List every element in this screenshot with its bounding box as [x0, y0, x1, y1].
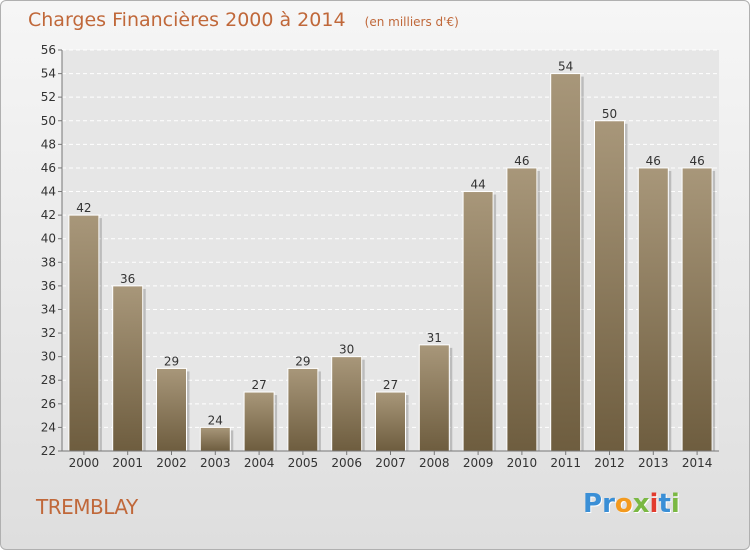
logo-letter: r — [602, 489, 615, 519]
bar-2002[interactable] — [156, 367, 187, 452]
x-tick-label-2010: 2010 — [507, 456, 538, 470]
bar-2004[interactable] — [243, 391, 275, 452]
value-label-2001: 36 — [120, 272, 135, 286]
value-label-2008: 31 — [427, 331, 442, 345]
bar-2010[interactable] — [506, 167, 538, 452]
value-label-2005: 29 — [295, 354, 310, 368]
logo-letter: P — [583, 489, 603, 519]
value-label-2010: 46 — [514, 154, 529, 168]
x-tick-label-2000: 2000 — [69, 456, 100, 470]
y-tick-label: 32 — [41, 326, 56, 340]
x-tick-label-2006: 2006 — [331, 456, 362, 470]
logo-letter: x — [632, 489, 650, 519]
y-tick-label: 22 — [41, 444, 56, 458]
value-label-2014: 46 — [689, 154, 704, 168]
chart-title: Charges Financières 2000 à 2014 — [28, 9, 346, 31]
y-tick-label: 40 — [41, 232, 56, 246]
y-tick-label: 56 — [41, 43, 56, 57]
x-tick-label-2013: 2013 — [638, 456, 669, 470]
proxiti-logo[interactable]: Proxiti — [583, 489, 680, 519]
bar-2014[interactable] — [681, 167, 713, 452]
value-label-2009: 44 — [470, 178, 485, 192]
x-tick-label-2014: 2014 — [682, 456, 713, 470]
value-label-2004: 27 — [251, 378, 266, 392]
logo-letter: t — [658, 489, 671, 519]
y-tick-label: 24 — [41, 420, 56, 434]
x-tick-label-2005: 2005 — [288, 456, 319, 470]
y-tick-label: 54 — [41, 67, 56, 81]
y-tick-label: 48 — [41, 137, 56, 151]
y-tick-label: 38 — [41, 255, 56, 269]
value-label-2011: 54 — [558, 60, 573, 74]
y-tick-label: 28 — [41, 373, 56, 387]
x-tick-label-2004: 2004 — [244, 456, 275, 470]
bar-2001[interactable] — [112, 285, 144, 452]
axis-layer: 22 24 26 28 30 32 34 36 38 40 42 44 46 48 50 52 54 56 2000… — [41, 43, 719, 470]
bar-2000[interactable] — [68, 214, 100, 452]
value-label-2003: 24 — [208, 413, 223, 427]
value-label-2006: 30 — [339, 343, 354, 357]
y-tick-label: 26 — [41, 397, 56, 411]
place-name: TREMBLAY — [36, 495, 138, 519]
y-tick-label: 44 — [41, 185, 56, 199]
bars-layer: 42 36 29 24 27 29 30 27 31 44 46 54 50 46 46 — [68, 60, 716, 452]
bar-2009[interactable] — [462, 191, 494, 452]
value-label-2013: 46 — [646, 154, 661, 168]
bar-2007[interactable] — [375, 391, 406, 452]
bar-2008[interactable] — [418, 344, 450, 452]
bar-2011[interactable] — [550, 73, 582, 452]
y-tick-label: 36 — [41, 279, 56, 293]
bar-2012[interactable] — [594, 120, 625, 452]
y-tick-label: 52 — [41, 90, 56, 104]
logo-letter: i — [649, 489, 659, 519]
x-tick-label-2012: 2012 — [594, 456, 625, 470]
y-tick-label: 34 — [41, 302, 56, 316]
x-tick-label-2002: 2002 — [156, 456, 187, 470]
bar-2006[interactable] — [331, 356, 363, 452]
value-label-2002: 29 — [164, 354, 179, 368]
x-tick-label-2003: 2003 — [200, 456, 231, 470]
bar-2003[interactable] — [199, 426, 231, 452]
logo-letter: o — [614, 489, 633, 519]
x-tick-label-2011: 2011 — [550, 456, 581, 470]
x-tick-label-2001: 2001 — [112, 456, 143, 470]
x-tick-label-2009: 2009 — [463, 456, 494, 470]
value-label-2012: 50 — [602, 107, 617, 121]
y-tick-label: 50 — [41, 114, 56, 128]
title-row: Charges Financières 2000 à 2014 (en mill… — [28, 9, 459, 31]
x-tick-label-2008: 2008 — [419, 456, 450, 470]
y-tick-label: 30 — [41, 350, 56, 364]
x-tick-label-2007: 2007 — [375, 456, 406, 470]
y-tick-label: 42 — [41, 208, 56, 222]
value-label-2007: 27 — [383, 378, 398, 392]
logo-letter: i — [670, 489, 680, 519]
chart-subtitle: (en milliers d'€) — [364, 15, 459, 29]
y-tick-label: 46 — [41, 161, 56, 175]
bar-2005[interactable] — [287, 367, 319, 452]
bar-2013[interactable] — [637, 167, 669, 452]
value-label-2000: 42 — [76, 201, 91, 215]
